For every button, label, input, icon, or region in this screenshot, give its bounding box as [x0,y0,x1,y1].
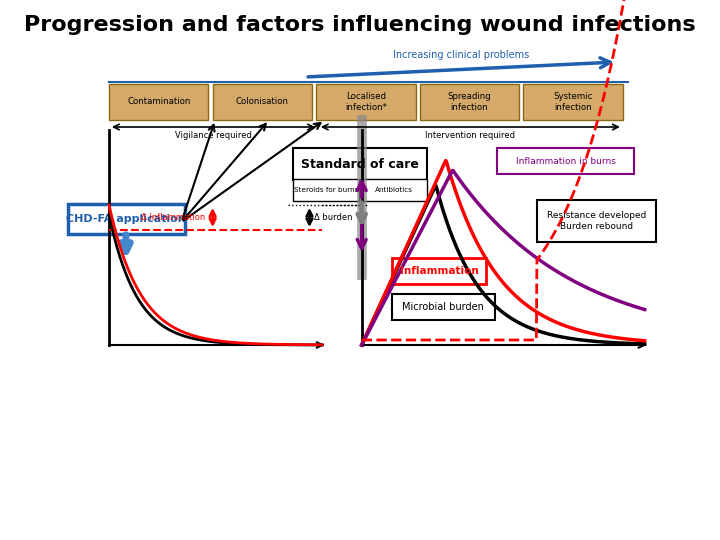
Text: Resistance developed
Burden rebound: Resistance developed Burden rebound [547,211,647,231]
Text: Colonisation: Colonisation [236,98,289,106]
Text: Δ burden: Δ burden [314,213,352,221]
Text: Contamination: Contamination [127,98,190,106]
FancyBboxPatch shape [523,84,623,120]
Text: Systemic
infection: Systemic infection [554,92,593,112]
Text: Progression and factors influencing wound infections: Progression and factors influencing woun… [24,15,696,35]
FancyBboxPatch shape [392,294,495,320]
Text: Vigilance required: Vigilance required [175,131,252,140]
Text: Localised
infection*: Localised infection* [345,92,387,112]
FancyBboxPatch shape [361,179,426,201]
Text: CHD-FA application: CHD-FA application [66,214,186,224]
FancyBboxPatch shape [212,84,312,120]
FancyBboxPatch shape [498,148,634,174]
FancyBboxPatch shape [292,148,428,180]
FancyBboxPatch shape [68,204,185,234]
Text: Steroids for burns: Steroids for burns [294,187,359,193]
Text: Microbial burden: Microbial burden [402,302,485,312]
FancyBboxPatch shape [537,200,657,242]
Text: Intervention required: Intervention required [426,131,516,140]
FancyBboxPatch shape [420,84,519,120]
FancyBboxPatch shape [109,84,208,120]
FancyBboxPatch shape [294,179,359,201]
Text: Spreading
infection: Spreading infection [448,92,491,112]
Text: Increasing clinical problems: Increasing clinical problems [393,50,529,60]
Text: Inflammation: Inflammation [400,266,479,276]
FancyBboxPatch shape [316,84,415,120]
Text: Δ Inflammation: Δ Inflammation [141,213,205,221]
FancyBboxPatch shape [392,258,486,284]
Text: Antibiotics: Antibiotics [374,187,413,193]
Text: Standard of care: Standard of care [301,158,419,171]
Text: Inflammation in burns: Inflammation in burns [516,157,616,165]
